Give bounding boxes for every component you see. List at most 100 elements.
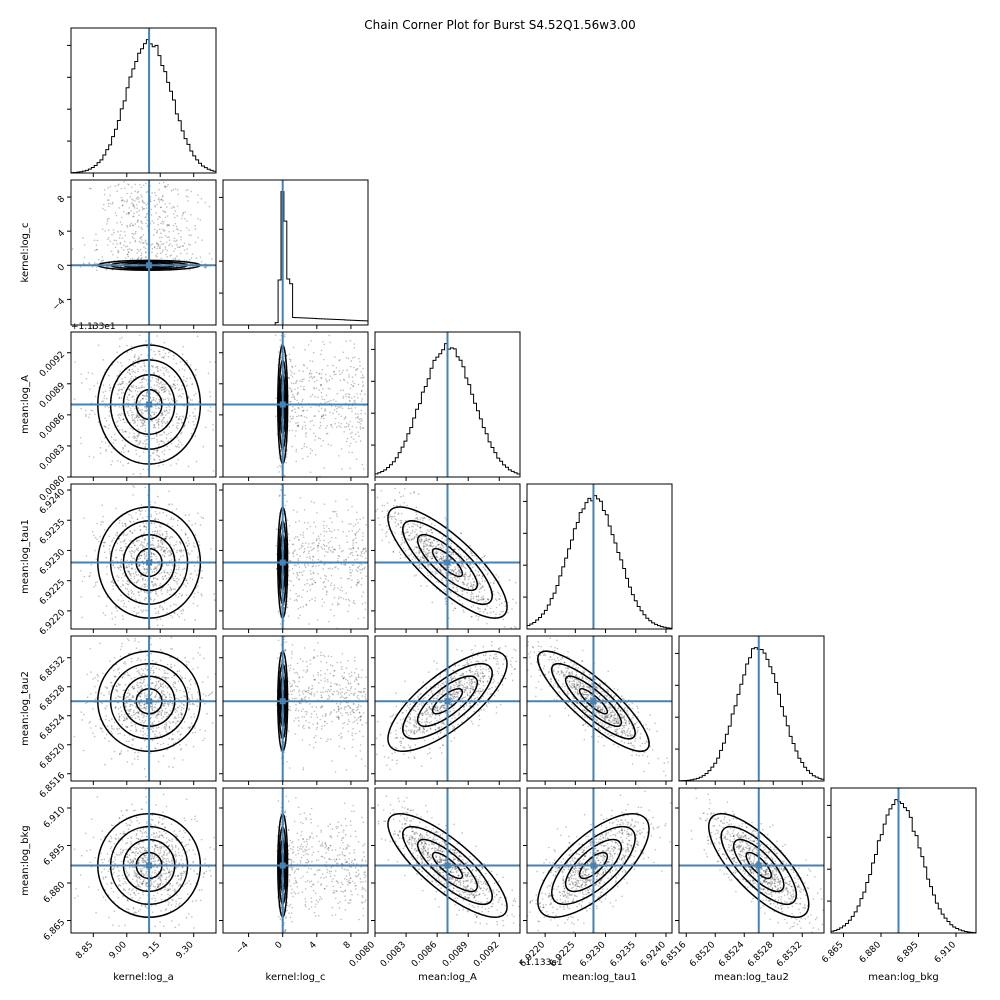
sample-point [142,378,145,380]
sample-point [128,369,131,371]
sample-point [183,242,186,245]
sample-point [175,565,177,567]
sample-point [170,518,172,521]
sample-point [298,539,300,541]
sample-point [466,584,468,587]
sample-point [129,390,132,392]
sample-point [284,494,287,496]
sample-point [97,540,100,543]
sample-point [155,380,158,383]
sample-point [348,423,350,426]
sample-point [321,598,324,600]
sample-point [170,442,173,445]
sample-point [292,555,295,558]
sample-point [111,617,114,620]
sample-point [153,199,156,202]
sample-point [333,548,336,551]
sample-point [299,606,302,609]
sample-point [159,534,162,536]
sample-point [144,585,147,588]
sample-point [145,544,148,547]
sample-point [123,430,126,433]
sample-point [143,550,146,552]
sample-point [182,568,184,571]
sample-point [137,226,140,228]
sample-point [296,392,299,395]
sample-point [160,206,162,209]
sample-point [133,557,136,560]
sample-point [142,451,145,453]
sample-point [117,251,120,254]
sample-point [363,548,366,550]
sample-point [161,422,164,425]
sample-point [128,389,131,391]
sample-point [137,258,140,260]
sample-point [352,564,355,566]
sample-point [403,501,406,504]
sample-point [356,558,359,560]
sample-point [146,438,149,441]
sample-point [362,548,365,550]
sample-point [502,618,505,621]
sample-point [156,578,159,580]
sample-point [158,391,160,394]
sample-point [171,503,174,506]
sample-point [324,408,326,410]
sample-point [153,577,155,580]
sample-point [146,555,148,557]
sample-point [141,206,143,208]
sample-point [158,418,160,420]
sample-point [180,431,183,434]
sample-point [354,533,357,535]
sample-point [145,392,148,395]
sample-point [182,549,185,552]
sample-point [321,369,324,371]
sample-point [178,559,181,561]
sample-point [138,594,140,597]
sample-point [484,568,486,570]
sample-point [284,504,287,507]
sample-point [311,598,313,600]
sample-point [182,392,184,395]
sample-point [138,240,141,243]
sample-point [358,565,361,568]
sample-point [158,398,160,401]
sample-point [162,608,164,611]
sample-point [346,381,349,384]
sample-point [128,369,131,372]
sample-point [128,393,131,396]
sample-point [103,425,106,428]
sample-point [171,525,174,528]
sample-point [470,585,472,588]
sample-point [142,579,144,581]
sample-point [128,571,131,573]
sample-point [145,256,147,258]
sample-point [130,596,133,599]
sample-point [83,256,86,259]
sample-point [333,615,335,617]
sample-point [155,411,157,414]
sample-point [480,599,483,601]
sample-point [204,267,207,269]
sample-point [163,432,166,434]
sample-point [528,615,530,617]
sample-point [309,471,312,474]
sample-point [303,570,305,573]
sample-point [124,257,127,259]
sample-point [164,538,167,541]
sample-point [292,584,295,587]
sample-point [161,389,163,392]
sample-point [297,401,300,404]
sample-point [143,386,145,388]
sample-point [158,215,160,218]
sample-point [150,521,153,524]
sample-point [172,424,174,427]
sample-point [142,422,145,425]
sample-point [324,414,327,416]
sample-point [311,565,314,568]
sample-point [302,589,305,591]
sample-point [145,398,147,400]
sample-point [123,534,125,536]
sample-point [361,376,364,379]
sample-point [361,603,364,605]
